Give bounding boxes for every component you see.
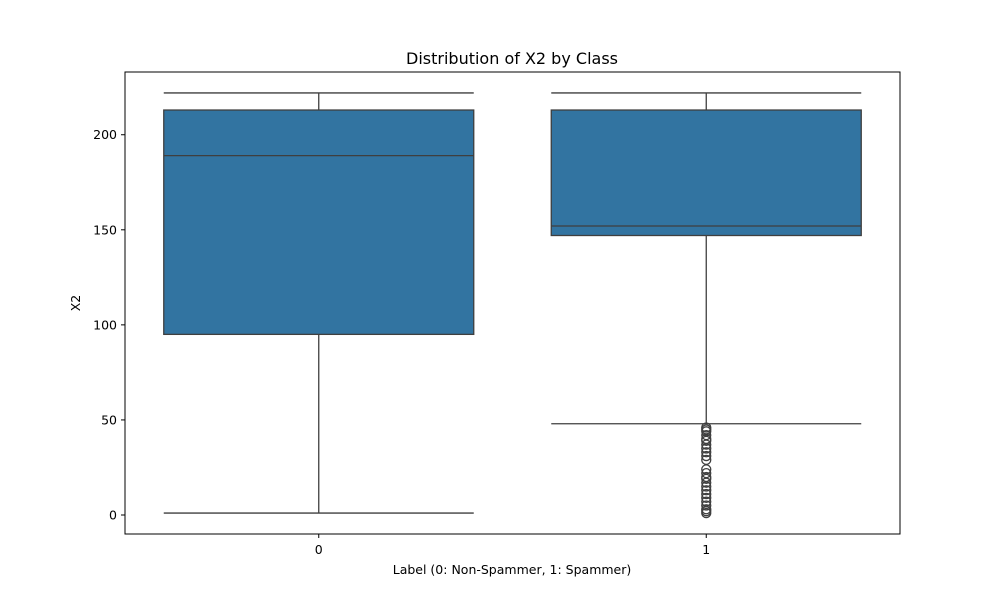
iqr-box (550, 109, 862, 237)
y-tick-label: 200 (93, 127, 117, 142)
x-tick-label: 1 (702, 542, 710, 557)
y-tick-label: 0 (109, 507, 117, 522)
plot-frame (124, 71, 901, 535)
y-tick-label: 50 (101, 412, 117, 427)
outlier-point (701, 477, 712, 488)
outlier-point (701, 488, 712, 500)
plot-area (163, 92, 862, 519)
x-axis-label: Label (0: Non-Spammer, 1: Spammer) (393, 562, 632, 577)
outlier-point (701, 447, 712, 458)
outlier-point (701, 443, 712, 454)
y-axis: 0 50 100 150 200 (93, 127, 125, 522)
outlier-point (701, 507, 712, 519)
y-axis-label: X2 (68, 295, 83, 312)
chart-title: Distribution of X2 by Class (406, 49, 618, 68)
iqr-box (163, 109, 475, 336)
outlier-point (701, 473, 712, 485)
box-group-1 (550, 92, 862, 519)
y-tick-label: 150 (93, 222, 117, 237)
outlier-point (701, 485, 712, 496)
outlier-point (701, 435, 712, 446)
outlier-point (701, 500, 712, 511)
outlier-point (701, 450, 712, 462)
outlier-point (701, 481, 712, 492)
y-tick-label: 100 (93, 317, 117, 332)
outlier-point (701, 492, 712, 504)
outlier-point (701, 439, 712, 450)
box-group-0 (163, 92, 475, 514)
x-tick-label: 0 (315, 542, 323, 557)
